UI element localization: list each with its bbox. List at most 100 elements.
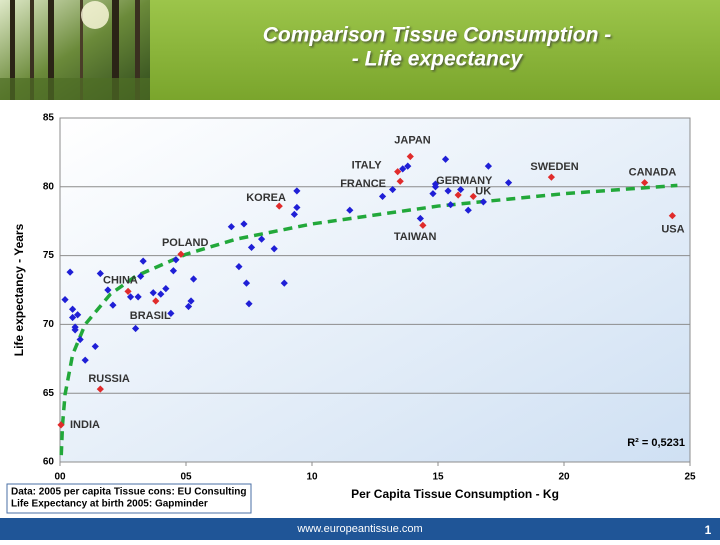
data-point	[431, 183, 440, 191]
title-line: Comparison Tissue Consumption -	[263, 24, 611, 47]
point-label: SWEDEN	[530, 161, 578, 173]
data-point	[404, 162, 412, 170]
data-point	[396, 177, 404, 185]
point-label: GERMANY	[436, 175, 493, 187]
x-tick-label: 10	[306, 472, 318, 483]
data-point	[139, 257, 147, 265]
data-point	[280, 279, 288, 287]
data-point	[137, 272, 145, 280]
data-point	[76, 335, 84, 344]
point-label: RUSSIA	[88, 373, 130, 385]
data-point	[66, 268, 74, 276]
data-point	[71, 323, 79, 331]
data-point	[167, 309, 175, 317]
plot: 60 65 70 75 80 85 00 05 10 15 20 25 R² = 0,5231 INDIA…	[43, 113, 696, 483]
data-point	[177, 250, 185, 258]
data-point	[169, 267, 177, 275]
trendline	[59, 183, 678, 456]
data-point	[469, 192, 477, 201]
data-point	[293, 203, 301, 212]
data-point	[346, 206, 354, 214]
data-point	[484, 162, 492, 170]
data-point	[96, 385, 104, 393]
x-tick-label: 00	[54, 472, 66, 483]
data-point	[61, 296, 69, 304]
data-point	[447, 201, 455, 209]
data-point	[81, 356, 89, 364]
x-axis-label: Per Capita Tissue Consumption - Kg	[351, 487, 559, 501]
data-point	[457, 185, 465, 194]
r-squared: R² = 0,5231	[627, 437, 685, 449]
data-point	[104, 286, 112, 294]
data-point	[245, 300, 253, 308]
data-point	[74, 311, 82, 319]
y-tick-label: 60	[43, 457, 55, 468]
source-text: Data: 2005 per capita Tissue cons: EU Co…	[11, 487, 246, 498]
point-label: USA	[661, 224, 684, 236]
data-point	[290, 210, 298, 218]
point-label: INDIA	[70, 419, 100, 431]
data-point	[444, 187, 452, 195]
data-point	[126, 293, 135, 301]
data-point	[187, 297, 195, 305]
data-point	[504, 179, 513, 187]
source-box	[6, 483, 252, 514]
point-label: POLAND	[162, 237, 209, 249]
source-text: Life Expectancy at birth 2005: Gapminder	[11, 499, 208, 510]
point-label: ITALY	[352, 160, 383, 172]
data-point	[69, 313, 77, 322]
data-point	[454, 191, 462, 199]
data-point	[240, 220, 248, 228]
point-label: CHINA	[103, 274, 138, 286]
page-number: 1	[705, 523, 712, 537]
x-tick-label: 25	[684, 472, 696, 483]
x-tick-label: 20	[558, 472, 570, 483]
data-point	[641, 179, 649, 187]
forest-photo	[0, 0, 150, 100]
data-point	[270, 245, 278, 253]
data-point	[419, 221, 427, 229]
data-point	[132, 324, 140, 333]
point-label: UK	[475, 185, 491, 197]
data-point	[124, 287, 132, 295]
data-point	[57, 421, 65, 429]
y-tick-label: 75	[43, 250, 55, 261]
data-point	[399, 165, 407, 173]
data-point	[416, 214, 424, 223]
y-tick-label: 80	[43, 181, 55, 192]
data-point	[162, 285, 170, 293]
data-point	[235, 263, 243, 271]
data-point	[429, 190, 437, 198]
data-point	[227, 223, 235, 231]
data-point	[394, 168, 402, 176]
point-label: FRANCE	[340, 178, 386, 190]
point-label: JAPAN	[394, 134, 431, 146]
data-point	[479, 198, 487, 206]
data-point	[172, 256, 180, 264]
plot-border	[59, 117, 691, 463]
data-point	[96, 269, 104, 278]
data-point	[406, 152, 414, 161]
data-point	[91, 342, 99, 351]
header-band	[150, 0, 720, 100]
data-point	[152, 297, 160, 305]
data-point	[258, 235, 266, 243]
data-point	[293, 187, 301, 195]
y-axis-label: Life expectancy - Years	[12, 223, 26, 356]
data-point	[247, 243, 256, 251]
data-point	[149, 289, 157, 297]
y-tick-label: 70	[43, 319, 55, 330]
data-point	[189, 275, 198, 283]
y-tick-label: 65	[43, 388, 55, 399]
data-point	[134, 293, 142, 301]
data-point	[389, 185, 397, 194]
data-point	[242, 279, 251, 287]
data-point	[378, 192, 387, 201]
footer-url: www.europeantissue.com	[296, 523, 422, 535]
x-tick-label: 05	[180, 472, 192, 483]
footer-band	[0, 518, 720, 540]
data-point	[547, 173, 555, 181]
data-point	[441, 155, 450, 163]
data-point	[184, 302, 193, 311]
